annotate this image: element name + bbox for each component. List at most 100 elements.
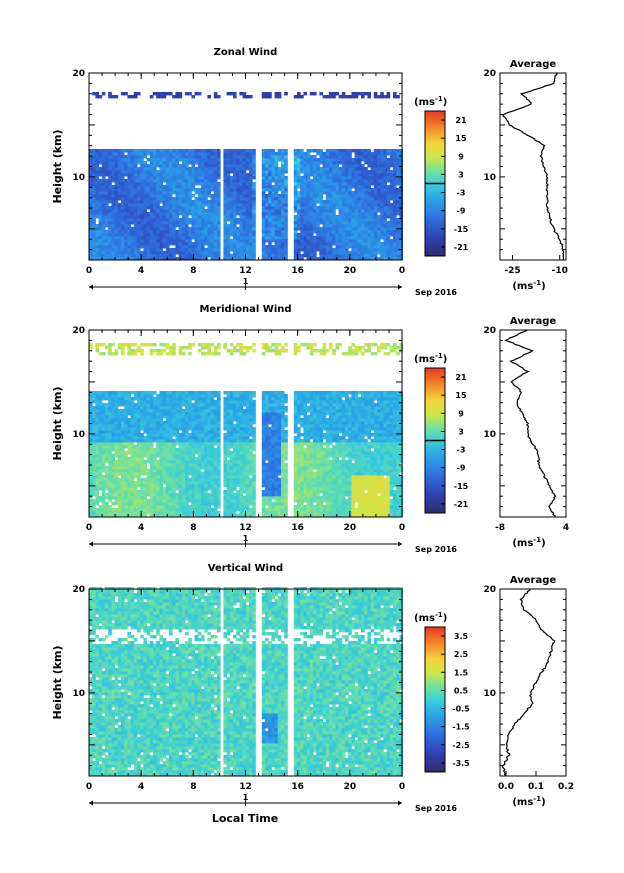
average-y-tick-label: 10 [483, 689, 496, 699]
date-label: Sep 2016 [415, 804, 457, 813]
colorbar-tick-label: 15 [455, 134, 467, 143]
average-panel: Average 20 10 -8 4 (ms-1) [483, 316, 569, 549]
colorbar-unit: (ms-1) [414, 95, 447, 108]
colorbar-tick-label: -3.5 [452, 759, 470, 768]
average-x-tick-label: -25 [504, 266, 520, 276]
heatmap-cells [89, 343, 403, 518]
average-y-tick-label: 10 [483, 430, 496, 440]
day-label: 1 [243, 534, 249, 543]
colorbar-tick-label: -21 [454, 243, 469, 252]
x-tick-label: 16 [291, 782, 304, 792]
colorbar-tick-label: 15 [455, 391, 467, 400]
colorbar-tick-label: -0.5 [452, 705, 470, 714]
x-tick-label: 8 [190, 782, 196, 792]
colorbar-unit: (ms-1) [414, 611, 447, 624]
heatmap-cells [89, 92, 403, 261]
y-tick-label: 10 [72, 173, 85, 183]
x-tick-label: 4 [138, 266, 144, 276]
colorbar-tick-label: 3 [458, 170, 464, 179]
average-title: Average [510, 575, 557, 586]
x-tick-label: 20 [344, 523, 357, 533]
x-tick-label: 0 [399, 523, 405, 533]
y-tick-label: 20 [72, 69, 85, 79]
colorbar-tick-label: -9 [457, 207, 466, 216]
colorbar-tick-label: 21 [455, 116, 467, 125]
average-x-tick-label: 0.1 [528, 782, 544, 792]
colorbar: (ms-1) 3.5 2.5 1.5 0.5 -0.5 -1.5 -2.5 -3.5 [414, 611, 470, 773]
average-frame [499, 72, 567, 261]
colorbar-tick-label: -9 [457, 464, 466, 473]
average-y-tick-label: 20 [483, 585, 496, 595]
y-tick-label: 10 [72, 689, 85, 699]
colorbar-gradient [424, 626, 446, 773]
average-y-tick-label: 20 [483, 326, 496, 336]
date-label: Sep 2016 [415, 545, 457, 554]
colorbar-tick-label: 0.5 [454, 686, 469, 695]
panel-title: Zonal Wind [214, 47, 278, 58]
x-tick-label: 0 [399, 266, 405, 276]
colorbar-tick-label: 9 [458, 409, 464, 418]
day-label: 1 [243, 793, 249, 802]
colorbar-tick-label: 1.5 [454, 668, 469, 677]
y-tick-label: 20 [72, 326, 85, 336]
average-profile-line [504, 329, 557, 518]
colorbar-tick-label: 21 [455, 373, 467, 382]
average-title: Average [510, 316, 557, 327]
x-tick-label: 0 [86, 266, 92, 276]
average-y-tick-label: 20 [483, 69, 496, 79]
x-tick-label: 8 [190, 523, 196, 533]
y-axis-label: Height (km) [51, 645, 64, 719]
x-tick-label: 4 [138, 523, 144, 533]
x-tick-label: 20 [344, 266, 357, 276]
average-x-tick-label: 4 [563, 523, 569, 533]
x-tick-label: 16 [291, 266, 304, 276]
average-frame [499, 329, 567, 518]
x-axis-label: Local Time [212, 812, 278, 825]
panel-2: Vertical Wind 0 4 8 12 16 20 0 20 10 Height (km) 1 S… [51, 563, 574, 813]
x-tick-label: 0 [399, 782, 405, 792]
y-tick-label: 10 [72, 430, 85, 440]
x-tick-label: 0 [86, 523, 92, 533]
x-tick-label: 12 [239, 266, 252, 276]
y-axis-label: Height (km) [51, 386, 64, 460]
colorbar-tick-label: -3 [457, 446, 466, 455]
day-label: 1 [243, 277, 249, 286]
x-tick-label: 12 [239, 523, 252, 533]
colorbar-tick-label: -21 [454, 500, 469, 509]
colorbar-tick-label: 2.5 [454, 650, 469, 659]
colorbar-tick-label: 3.5 [454, 632, 469, 641]
colorbar-tick-label: -15 [454, 482, 469, 491]
colorbar: (ms-1) 21 15 9 3 -3 -9 -15 -21 [414, 95, 469, 257]
average-unit: (ms-1) [512, 536, 545, 549]
colorbar-unit: (ms-1) [414, 352, 447, 365]
colorbar-tick-label: -3 [457, 189, 466, 198]
average-frame [499, 588, 567, 777]
average-panel: Average 20 10 -25 -10 (ms-1) [483, 59, 567, 292]
x-tick-label: 16 [291, 523, 304, 533]
colorbar-tick-label: -1.5 [452, 723, 470, 732]
average-x-tick-label: -10 [552, 266, 568, 276]
average-x-tick-label: -8 [495, 523, 505, 533]
colorbar-tick-label: -2.5 [452, 741, 470, 750]
average-title: Average [510, 59, 557, 70]
average-x-tick-label: 0.2 [558, 782, 574, 792]
average-unit: (ms-1) [512, 795, 545, 808]
panel-title: Meridional Wind [199, 304, 291, 315]
average-profile-line [502, 72, 565, 261]
colorbar: (ms-1) 21 15 9 3 -3 -9 -15 -21 [414, 352, 469, 514]
y-axis-label: Height (km) [51, 129, 64, 203]
colorbar-tick-label: -15 [454, 225, 469, 234]
panel-0: Zonal Wind 0 4 8 12 16 20 0 20 10 Height (km) 1 Sep … [51, 47, 568, 297]
x-tick-label: 20 [344, 782, 357, 792]
panel-1: Meridional Wind 0 4 8 12 16 20 0 20 10 Height (km)… [51, 304, 569, 554]
average-x-tick-label: 0.0 [498, 782, 514, 792]
average-profile-line [501, 588, 556, 777]
y-tick-label: 20 [72, 585, 85, 595]
panel-title: Vertical Wind [208, 563, 283, 574]
x-tick-label: 4 [138, 782, 144, 792]
x-tick-label: 0 [86, 782, 92, 792]
average-panel: Average 20 10 0.0 0.1 0.2 (ms-1) [483, 575, 574, 808]
colorbar-tick-label: 9 [458, 152, 464, 161]
average-y-tick-label: 10 [483, 173, 496, 183]
